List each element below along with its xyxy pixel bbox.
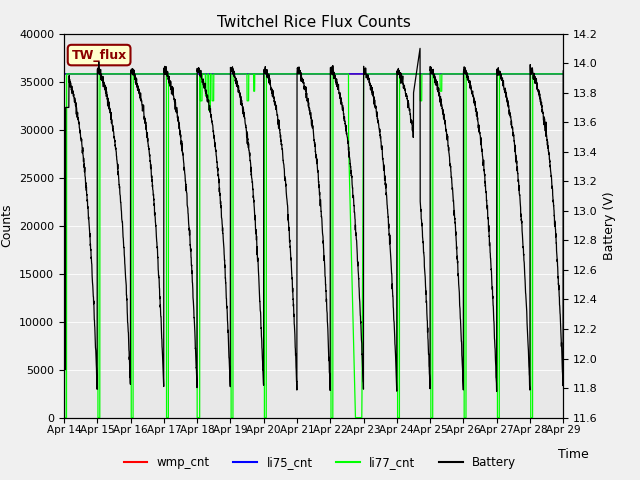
Y-axis label: Battery (V): Battery (V) (604, 192, 616, 260)
Text: TW_flux: TW_flux (72, 48, 127, 61)
Legend: wmp_cnt, li75_cnt, li77_cnt, Battery: wmp_cnt, li75_cnt, li77_cnt, Battery (119, 452, 521, 474)
X-axis label: Time: Time (558, 448, 589, 461)
Title: Twitchel Rice Flux Counts: Twitchel Rice Flux Counts (217, 15, 410, 30)
Y-axis label: Counts: Counts (1, 204, 13, 247)
